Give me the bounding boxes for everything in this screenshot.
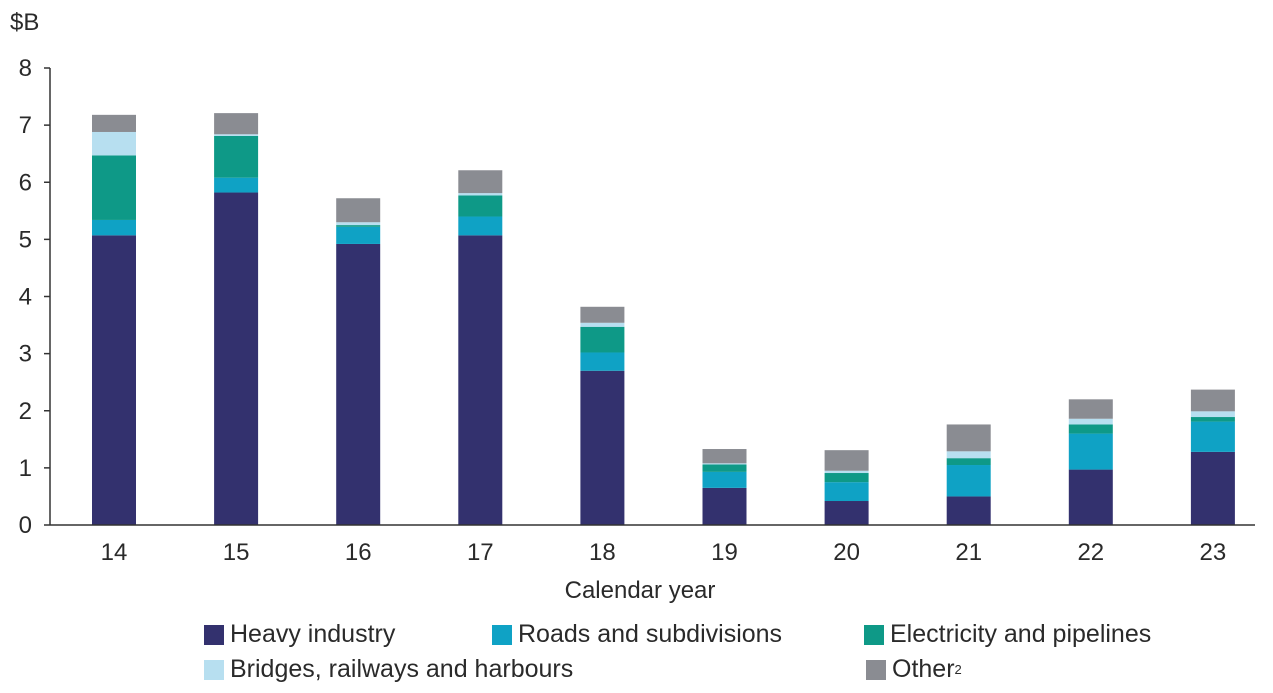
bar-segment-other-15	[214, 113, 259, 135]
bar-segment-other-14	[92, 114, 136, 132]
bar-segment-bridges-railways-and-harbours-22	[1068, 418, 1113, 425]
y-tick-label: 2	[19, 398, 32, 425]
bar-segment-bridges-railways-and-harbours-21	[946, 451, 991, 459]
legend-item-other: Other 2	[866, 655, 962, 684]
bar-segment-bridges-railways-and-harbours-20	[824, 470, 869, 474]
y-tick-label: 7	[19, 112, 32, 139]
bar-segment-roads-and-subdivisions-23	[1190, 421, 1235, 452]
legend-swatch-other	[866, 659, 886, 680]
y-tick-label: 3	[19, 341, 32, 368]
bar-segment-electricity-and-pipelines-15	[214, 135, 259, 178]
x-tick-label: 19	[711, 539, 738, 566]
bar-segment-bridges-railways-and-harbours-14	[92, 131, 136, 156]
x-axis-title: Calendar year	[565, 577, 716, 604]
bar-segment-heavy-industry-21	[946, 496, 991, 525]
bar-segment-bridges-railways-and-harbours-19	[702, 463, 747, 465]
y-tick-label: 8	[19, 55, 32, 82]
legend-swatch-bridges	[204, 659, 224, 680]
bar-segment-other-21	[946, 424, 991, 452]
x-tick-label: 17	[467, 539, 494, 566]
x-tick-label: 22	[1077, 539, 1104, 566]
bar-segment-bridges-railways-and-harbours-23	[1190, 411, 1235, 418]
bar-segment-heavy-industry-20	[824, 501, 869, 525]
bar-segment-bridges-railways-and-harbours-15	[214, 134, 259, 136]
bar-segment-electricity-and-pipelines-17	[458, 195, 503, 217]
bar-segment-heavy-industry-18	[580, 370, 625, 525]
x-tick-label: 20	[833, 539, 860, 566]
legend-swatch-electricity	[864, 624, 884, 645]
y-tick-label: 1	[19, 455, 32, 482]
bar-segment-electricity-and-pipelines-19	[702, 464, 747, 472]
bar-segment-electricity-and-pipelines-22	[1068, 424, 1113, 434]
legend-item-bridges: Bridges, railways and harbours	[204, 655, 573, 684]
legend-label-roads: Roads and subdivisions	[518, 620, 783, 648]
bar-segment-heavy-industry-17	[458, 235, 503, 525]
legend-swatch-heavy-industry	[204, 624, 224, 645]
bar-segment-roads-and-subdivisions-15	[214, 177, 259, 193]
bar-segment-roads-and-subdivisions-21	[946, 465, 991, 497]
legend-item-heavy-industry: Heavy industry	[204, 620, 395, 649]
bar-segment-roads-and-subdivisions-18	[580, 352, 625, 371]
bar-segment-heavy-industry-19	[702, 487, 747, 525]
y-tick-label: 6	[19, 169, 32, 196]
x-tick-label: 21	[955, 539, 982, 566]
x-tick-label: 15	[223, 539, 250, 566]
x-axis-ticks: 14 15 16 17 18 19 20 21 22 23	[101, 539, 1227, 566]
bar-segment-electricity-and-pipelines-21	[946, 458, 991, 466]
bar-segment-roads-and-subdivisions-22	[1068, 433, 1113, 470]
x-tick-label: 23	[1200, 539, 1227, 566]
y-axis-unit-label: $B	[10, 9, 39, 36]
bar-segment-heavy-industry-16	[336, 243, 381, 525]
bar-segment-other-23	[1190, 389, 1235, 412]
bar-segment-other-19	[702, 449, 747, 464]
legend-item-roads: Roads and subdivisions	[492, 620, 782, 649]
bar-segment-other-17	[458, 170, 503, 194]
legend-label-bridges: Bridges, railways and harbours	[230, 655, 574, 683]
bar-segment-heavy-industry-14	[92, 235, 136, 525]
bar-segment-roads-and-subdivisions-16	[336, 226, 381, 244]
bar-segment-electricity-and-pipelines-16	[336, 225, 381, 227]
y-tick-label: 4	[19, 284, 32, 311]
bar-segment-other-20	[824, 450, 869, 471]
bar-segment-roads-and-subdivisions-19	[702, 471, 747, 488]
x-tick-label: 14	[101, 539, 128, 566]
x-tick-label: 16	[345, 539, 372, 566]
bar-segment-roads-and-subdivisions-14	[92, 219, 136, 236]
bar-segment-electricity-and-pipelines-14	[92, 155, 136, 220]
bar-segment-roads-and-subdivisions-17	[458, 216, 503, 236]
x-tick-label: 18	[589, 539, 616, 566]
bar-segment-electricity-and-pipelines-20	[824, 473, 869, 483]
legend-label-heavy-industry: Heavy industry	[230, 620, 396, 648]
bar-segment-heavy-industry-15	[214, 192, 259, 525]
bar-segment-other-18	[580, 306, 625, 323]
y-axis-ticks: 0 1 2 3 4 5 6 7 8	[19, 55, 50, 539]
bar-segment-electricity-and-pipelines-23	[1190, 417, 1235, 422]
legend-item-electricity: Electricity and pipelines	[864, 620, 1151, 649]
legend-swatch-roads	[492, 624, 512, 645]
bar-segment-heavy-industry-23	[1190, 451, 1235, 525]
bars-group	[92, 113, 1235, 525]
y-tick-label: 0	[19, 512, 32, 539]
bar-segment-roads-and-subdivisions-20	[824, 482, 869, 502]
bar-segment-bridges-railways-and-harbours-16	[336, 222, 381, 226]
bar-segment-other-16	[336, 198, 381, 223]
legend-footnote-marker: 2	[954, 662, 962, 677]
y-tick-label: 5	[19, 226, 32, 253]
legend-label-electricity: Electricity and pipelines	[890, 620, 1152, 648]
bar-segment-other-22	[1068, 399, 1113, 419]
bar-segment-heavy-industry-22	[1068, 469, 1113, 525]
bar-segment-bridges-railways-and-harbours-18	[580, 322, 625, 327]
bar-segment-bridges-railways-and-harbours-17	[458, 193, 503, 196]
legend-label-other: Other	[892, 655, 955, 683]
bar-segment-electricity-and-pipelines-18	[580, 326, 625, 353]
